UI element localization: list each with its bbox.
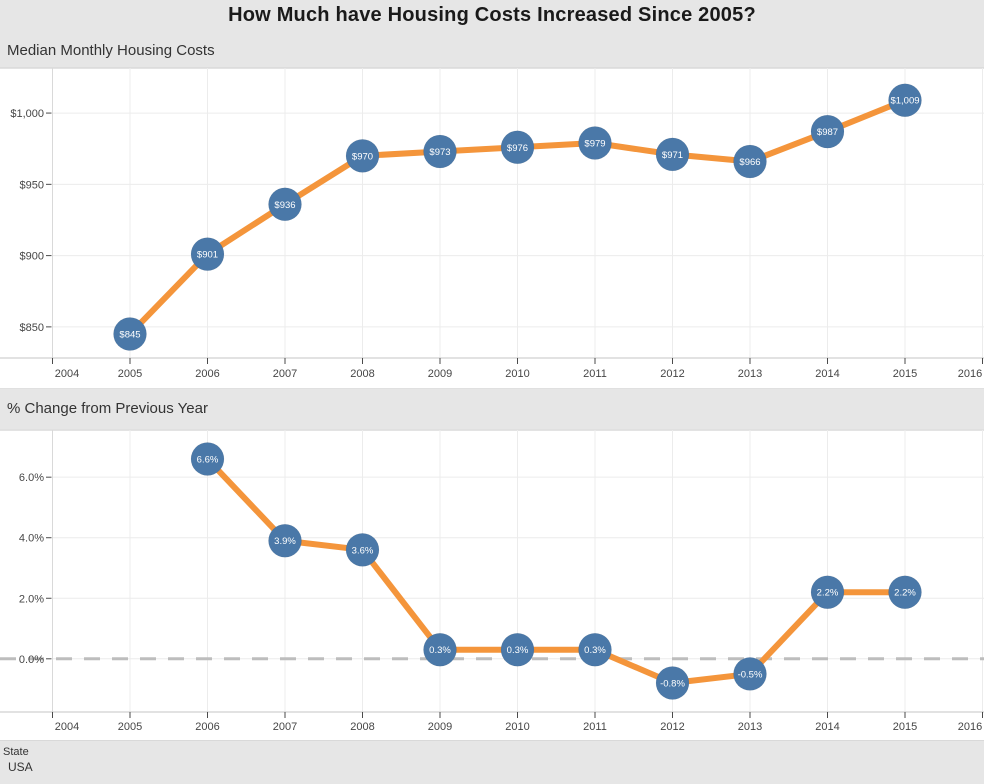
x-tick-label-2015: 2015 <box>893 368 917 380</box>
data-point-2007[interactable] <box>268 523 302 558</box>
data-point-label-2014: 2.2% <box>817 588 839 599</box>
housing-costs-chart: 2004 2005 2006 2007 2008 2009 2010 2011 2012 2013… <box>0 68 984 380</box>
data-point-label-2010: $976 <box>507 143 528 154</box>
data-point-label-2010: 0.3% <box>507 645 529 656</box>
x-tick-label-2007: 2007 <box>273 368 297 380</box>
filter-title: State <box>3 746 29 758</box>
y-tick-label: 6.0% <box>19 472 44 484</box>
x-tick-label-2004: 2004 <box>55 721 79 733</box>
series-line <box>204 456 908 687</box>
data-point-2011[interactable] <box>578 126 612 160</box>
x-tick-label-2004: 2004 <box>55 368 79 380</box>
x-tick-label-2009: 2009 <box>428 721 452 733</box>
y-tick-label: 2.0% <box>19 593 44 605</box>
y-tick-label: $900 <box>20 251 44 263</box>
data-point-label-2008: 3.6% <box>352 545 374 556</box>
data-point-label-2009: 0.3% <box>429 645 451 656</box>
x-tick-label-2005: 2005 <box>118 721 142 733</box>
data-point-label-2009: $973 <box>429 147 450 158</box>
y-tick-label: $950 <box>20 179 44 191</box>
x-tick-label-2013: 2013 <box>738 721 762 733</box>
x-tick-label-2014: 2014 <box>815 368 839 380</box>
data-point-2012[interactable] <box>655 666 690 700</box>
x-tick-label-2008: 2008 <box>350 721 374 733</box>
x-tick-label-2015: 2015 <box>893 721 917 733</box>
data-point-label-2015: $1,009 <box>890 96 919 107</box>
data-point-label-2012: $971 <box>662 150 683 161</box>
data-point-label-2007: 3.9% <box>274 536 296 547</box>
x-tick-label-2011: 2011 <box>583 368 607 380</box>
x-tick-label-2005: 2005 <box>118 368 142 380</box>
data-point-2010[interactable] <box>500 130 535 165</box>
data-point-label-2014: $987 <box>817 127 838 138</box>
x-tick-label-2016: 2016 <box>958 721 982 733</box>
data-point-2005[interactable] <box>113 317 147 351</box>
data-point-label-2008: $970 <box>352 151 373 162</box>
data-point-label-2006: 6.6% <box>197 455 219 466</box>
chart-title-housing-costs: Median Monthly Housing Costs <box>7 42 215 59</box>
state-filter-card: State USA <box>0 740 984 784</box>
dashboard-title: How Much have Housing Costs Increased Si… <box>228 4 756 26</box>
x-tick-label-2011: 2011 <box>583 721 607 733</box>
data-point-2008[interactable] <box>345 139 380 173</box>
x-tick-label-2012: 2012 <box>660 368 684 380</box>
data-point-label-2005: $845 <box>119 330 140 341</box>
y-tick-label: 0.0% <box>19 654 44 666</box>
data-point-2015[interactable] <box>888 83 922 117</box>
data-point-2008[interactable] <box>345 533 380 567</box>
data-point-2014[interactable] <box>810 575 845 609</box>
data-point-2006[interactable] <box>190 237 225 271</box>
data-point-2009[interactable] <box>423 134 457 169</box>
x-tick-label-2016: 2016 <box>958 368 982 380</box>
data-point-label-2012: -0.8% <box>660 679 685 690</box>
chart-title-pct-change: % Change from Previous Year <box>7 400 208 417</box>
dashboard-header: How Much have Housing Costs Increased Si… <box>0 0 984 68</box>
x-tick-label-2007: 2007 <box>273 721 297 733</box>
data-point-label-2013: $966 <box>739 157 760 168</box>
data-point-2009[interactable] <box>423 632 457 667</box>
data-point-label-2015: 2.2% <box>894 588 916 599</box>
x-tick-label-2014: 2014 <box>815 721 839 733</box>
filter-item-usa[interactable]: USA <box>8 760 33 774</box>
data-point-2010[interactable] <box>500 632 535 667</box>
data-point-label-2013: -0.5% <box>738 669 763 680</box>
data-point-label-2006: $901 <box>197 250 218 261</box>
y-tick-label: $850 <box>20 322 44 334</box>
data-point-2007[interactable] <box>268 187 302 222</box>
y-tick-label: $1,000 <box>10 108 44 120</box>
x-tick-label-2012: 2012 <box>660 721 684 733</box>
x-tick-label-2009: 2009 <box>428 368 452 380</box>
data-point-label-2007: $936 <box>274 200 295 211</box>
data-point-2011[interactable] <box>578 632 612 667</box>
data-point-2014[interactable] <box>810 114 845 149</box>
y-tick-label: 4.0% <box>19 533 44 545</box>
data-point-label-2011: 0.3% <box>584 645 606 656</box>
pct-change-chart: 2004 2005 2006 2007 2008 2009 2010 2011 2012 2013… <box>0 430 984 733</box>
data-point-2013[interactable] <box>733 144 767 179</box>
x-tick-label-2010: 2010 <box>505 721 529 733</box>
data-point-2012[interactable] <box>655 137 690 172</box>
x-tick-label-2010: 2010 <box>505 368 529 380</box>
data-point-2013[interactable] <box>733 657 767 691</box>
data-point-2015[interactable] <box>888 575 922 609</box>
x-tick-label-2006: 2006 <box>195 721 219 733</box>
x-tick-label-2008: 2008 <box>350 368 374 380</box>
section-header-pct-change: % Change from Previous Year <box>0 388 984 430</box>
data-point-2006[interactable] <box>190 442 225 476</box>
data-point-label-2011: $979 <box>584 139 605 150</box>
x-tick-label-2006: 2006 <box>195 368 219 380</box>
x-tick-label-2013: 2013 <box>738 368 762 380</box>
